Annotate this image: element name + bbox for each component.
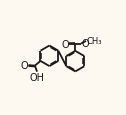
Text: O: O <box>21 60 28 70</box>
Text: OH: OH <box>30 73 45 82</box>
Text: O: O <box>81 39 89 49</box>
Text: O: O <box>61 39 69 49</box>
Text: CH₃: CH₃ <box>86 37 102 46</box>
